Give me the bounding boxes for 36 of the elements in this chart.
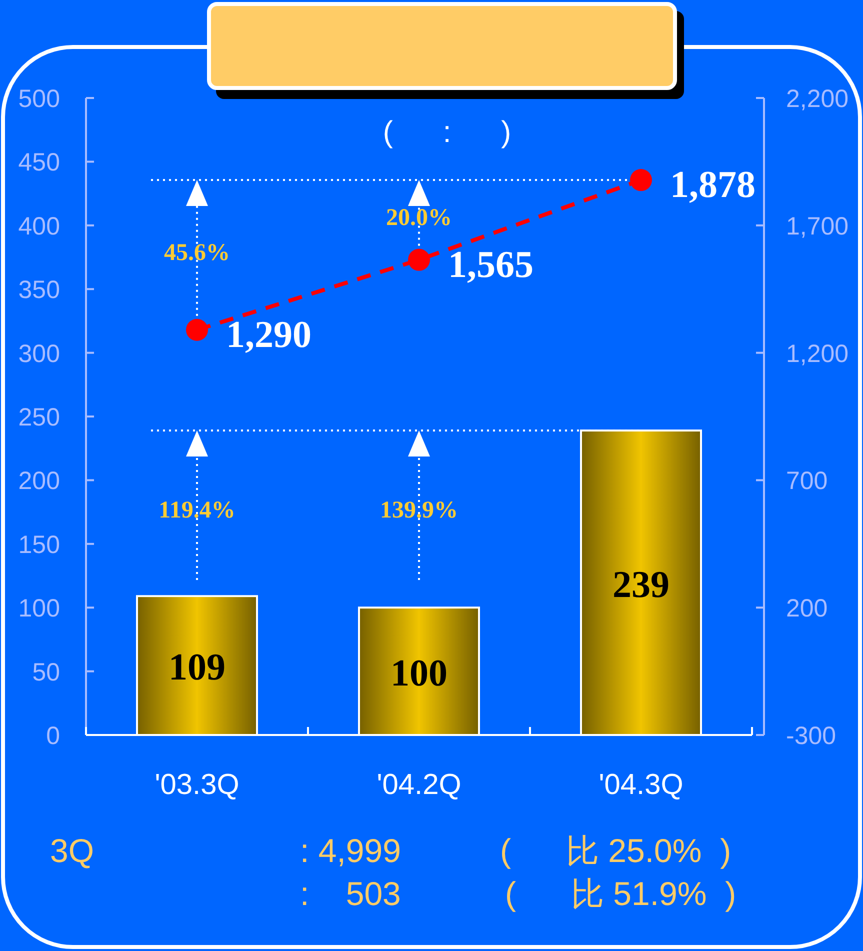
annotation: 45.6%	[164, 240, 230, 266]
text: ( 比 25.0% )	[500, 832, 732, 869]
text: 3Q	[50, 832, 94, 869]
text: ( 比 51.9% )	[505, 875, 736, 912]
x-tick-label: '04.2Q	[376, 769, 462, 801]
y2-tick-label: 2,200	[786, 85, 849, 113]
x-tick-label: '03.3Q	[154, 769, 240, 801]
x-tick-label: '04.3Q	[598, 769, 684, 801]
y2-tick-label: 200	[786, 594, 828, 623]
y2-tick-label: -300	[786, 722, 836, 750]
y-tick-label: 300	[18, 340, 60, 368]
y-tick-label: 200	[18, 467, 60, 496]
y-tick-label: 150	[18, 530, 60, 559]
y-tick-label: 0	[46, 722, 60, 750]
y2-tick-label: 1,700	[786, 212, 849, 240]
y-tick-label: 450	[18, 148, 60, 177]
annotation: 139.9%	[380, 497, 458, 524]
data-label: 239	[612, 564, 670, 606]
data-label: 1,565	[448, 244, 534, 286]
y-tick-label: 100	[18, 594, 60, 623]
data-label: 1,878	[670, 164, 756, 206]
annotation: 119.4%	[158, 497, 236, 524]
y2-tick-label: 700	[786, 467, 828, 496]
text: ( : )	[382, 116, 512, 149]
data-label: 109	[168, 646, 226, 689]
text: : 4,999	[300, 832, 401, 869]
y-tick-label: 400	[18, 212, 60, 240]
data-label: 100	[390, 652, 448, 694]
y-tick-label: 250	[18, 404, 60, 432]
text: : 503	[300, 875, 401, 912]
y-tick-label: 50	[32, 658, 60, 686]
data-label: 1,290	[226, 314, 312, 356]
y-tick-label: 350	[18, 276, 60, 304]
y2-tick-label: 1,200	[786, 340, 849, 368]
y-tick-label: 500	[18, 85, 60, 113]
annotation: 20.0%	[386, 204, 452, 231]
